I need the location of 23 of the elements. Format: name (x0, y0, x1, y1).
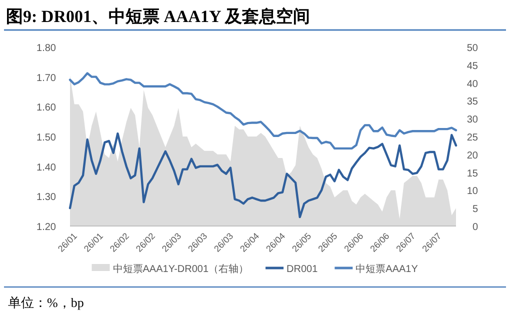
y-tick-label: 1.40 (36, 162, 56, 174)
legend-label: DR001 (286, 264, 318, 275)
chart-title: 图9: DR001、中短票 AAA1Y 及套息空间 (6, 7, 310, 26)
y2-tick-label: 20 (466, 150, 478, 162)
y2-tick-label: 40 (466, 78, 478, 90)
y2-tick-label: 15 (466, 168, 478, 180)
y2-tick-label: 45 (466, 60, 478, 72)
y2-tick-label: 5 (472, 204, 478, 216)
y-tick-label: 1.30 (36, 192, 56, 204)
legend-label: 中短票AAA1Y-DR001（右轴） (112, 263, 249, 275)
y2-tick-label: 10 (466, 186, 478, 198)
y2-tick-label: 0 (472, 222, 478, 233)
y-tick-label: 1.20 (36, 222, 56, 233)
y-tick-label: 1.70 (36, 72, 56, 84)
y2-tick-label: 35 (466, 96, 478, 108)
y2-tick-label: 30 (466, 114, 478, 126)
y2-tick-label: 50 (466, 43, 478, 54)
legend-label: 中短票AAA1Y (356, 263, 418, 275)
y-tick-label: 1.60 (36, 102, 56, 114)
text: 单位：%，bp (8, 295, 84, 310)
y-tick-label: 1.50 (36, 132, 56, 144)
y2-tick-label: 25 (466, 132, 478, 144)
y-tick-label: 1.80 (36, 43, 56, 54)
